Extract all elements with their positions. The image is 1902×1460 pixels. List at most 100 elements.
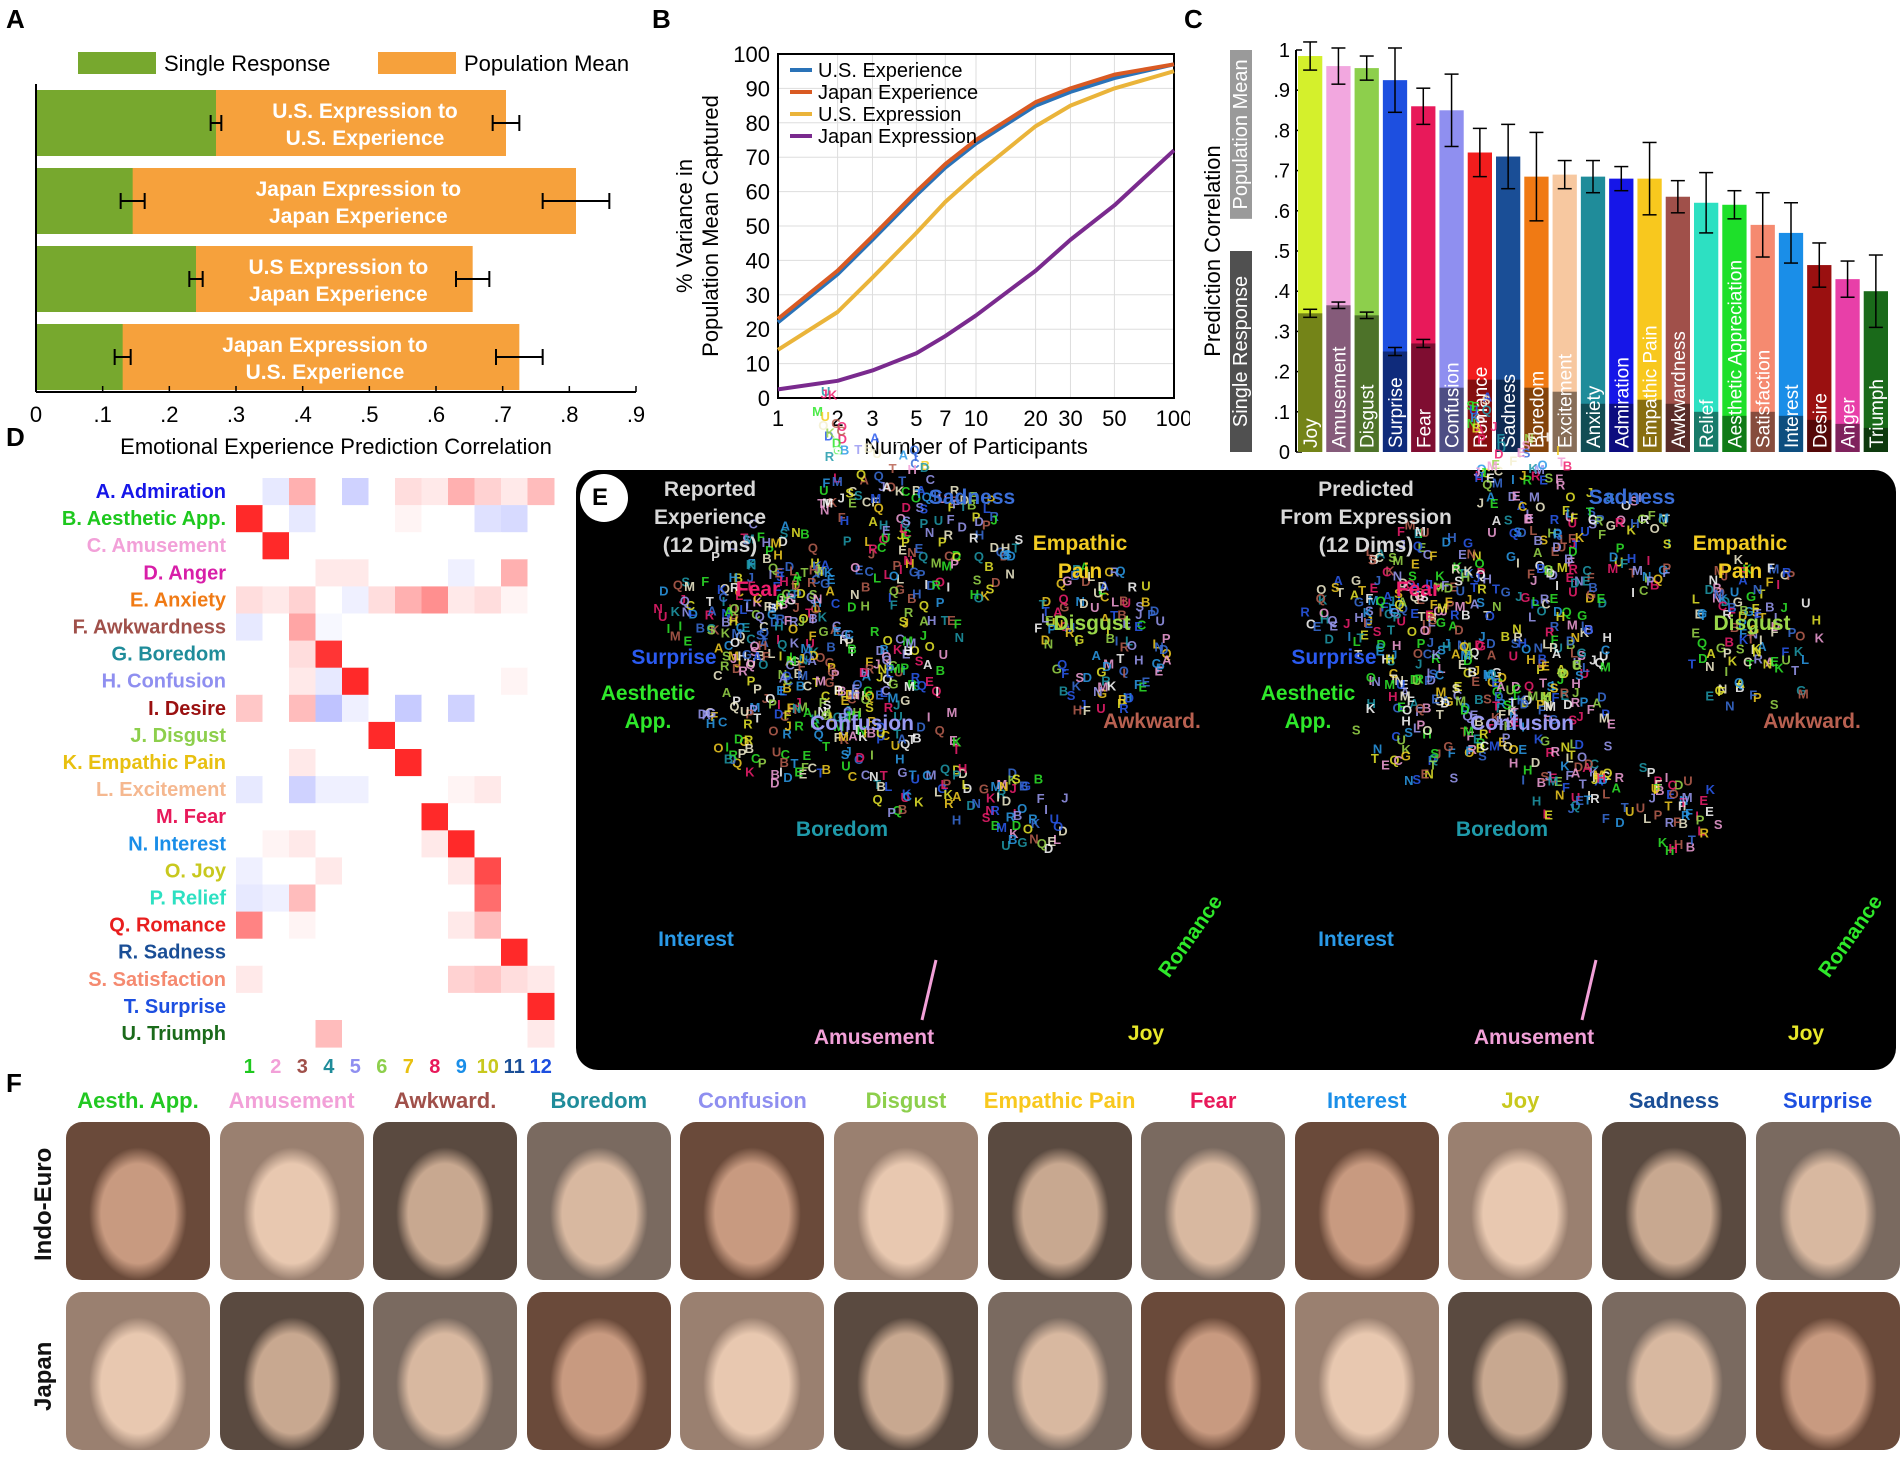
heatmap-cell (262, 776, 290, 804)
face-column-header: Aesth. App. (77, 1088, 199, 1113)
scatter-point: U (1397, 732, 1406, 747)
legend-swatch-single (78, 52, 156, 74)
bar-label-wrap: Joy (1301, 418, 1322, 448)
face-column-header: Interest (1327, 1088, 1407, 1113)
scatter-point: H (1812, 613, 1821, 628)
scatter-point: G (1351, 573, 1361, 588)
scatter-point: N (792, 701, 801, 716)
scatter-point: K (1575, 530, 1585, 545)
scatter-point: B (1564, 551, 1573, 566)
heatmap-cell (448, 749, 475, 777)
scatter-point: M (832, 474, 843, 489)
bar-category-label: Romance (1471, 367, 1492, 448)
scatter-point: K (1470, 410, 1480, 425)
face-photo (1602, 1122, 1746, 1280)
scatter-point: E (1541, 658, 1550, 673)
face-photo (987, 1122, 1132, 1280)
scatter-point: E (833, 624, 842, 639)
scatter-point: J (838, 491, 845, 506)
scatter-point: F (1648, 508, 1656, 523)
heatmap-cell (395, 640, 422, 669)
scatter-point: H (952, 813, 961, 828)
scatter-point: P (887, 805, 896, 820)
scatter-point: C (1588, 512, 1598, 527)
scatter-point: J (821, 386, 828, 401)
scatter-point: D (734, 731, 743, 746)
scatter-point: H (1540, 429, 1549, 444)
scatter-point: K (824, 565, 834, 580)
bar-single (1807, 419, 1832, 452)
heatmap-cell (342, 559, 369, 587)
scatter-point: R (969, 530, 979, 545)
bar-category-label: Amusement (1329, 346, 1350, 448)
scatter-point: D (1125, 691, 1134, 706)
face-photo (373, 1122, 518, 1280)
x-tick-label: .1 (93, 402, 111, 427)
y-axis-label: Population Mean Captured (698, 95, 723, 357)
heatmap-cell (527, 830, 555, 858)
bar-category-label: Anxiety (1584, 385, 1605, 448)
scatter-point: L (1692, 592, 1700, 607)
scatter-point: O (1366, 670, 1376, 685)
scatter-point: O (1413, 646, 1423, 661)
scatter-point: K (914, 794, 924, 809)
bar-population (1750, 224, 1775, 452)
bar-category-label: Admiration (1612, 357, 1633, 448)
x-tick-label: .8 (560, 402, 578, 427)
scatter-point: Q (1413, 538, 1423, 553)
scatter-point: B (696, 621, 705, 636)
x-tick-label: 20 (1023, 406, 1047, 431)
scatter-point: H (1442, 639, 1451, 654)
scatter-point: L (873, 570, 881, 585)
scatter-point: B (984, 559, 993, 574)
bar-label-wrap: Excitement (1556, 353, 1577, 448)
y-tick-label: 30 (746, 283, 770, 308)
embedding-label: App. (625, 710, 672, 733)
scatter-point: Q (874, 468, 884, 483)
scatter-point: Q (889, 583, 899, 598)
face-photo (1448, 1122, 1593, 1280)
scatter-point: D (659, 583, 668, 598)
scatter-point: D (1597, 689, 1606, 704)
scatter-point: U (1651, 781, 1660, 796)
scatter-point: S (1373, 624, 1382, 639)
legend-label: Japan Expression (818, 126, 977, 148)
scatter-point: P (952, 767, 961, 782)
scatter-point: O (768, 724, 778, 739)
scatter-point: J (1519, 468, 1526, 483)
embedding-label: Confusion (810, 712, 914, 735)
heatmap-cell (368, 694, 396, 723)
heatmap-cell (289, 911, 316, 940)
bar-single (36, 90, 216, 156)
scatter-point: O (1319, 606, 1329, 621)
scatter-point: C (1393, 753, 1403, 768)
scatter-point: D (1574, 737, 1583, 752)
scatter-point: S (854, 488, 863, 503)
face-photo (526, 1292, 671, 1450)
bar-single (1637, 399, 1662, 452)
bar-category-label: Disgust (1358, 384, 1379, 448)
heatmap-cell (289, 640, 316, 669)
scatter-point: S (1429, 612, 1438, 627)
heatmap-cell (368, 613, 396, 642)
group-label-single-wrap: Single Response (1230, 276, 1252, 427)
scatter-point: G (897, 765, 907, 780)
bar-single (1722, 415, 1747, 452)
scatter-point: P (900, 661, 909, 676)
scatter-point: D (1012, 818, 1021, 833)
scatter-point: E (1411, 556, 1420, 571)
scatter-point: B (898, 802, 907, 817)
scatter-point: S (1449, 771, 1458, 786)
face-column-header: Empathic Pain (983, 1088, 1136, 1113)
scatter-point: U (1801, 595, 1810, 610)
heatmap-cell (236, 884, 263, 913)
scatter-point: H (840, 513, 849, 528)
scatter-point: T (1492, 581, 1500, 596)
y-tick-label: 0 (1279, 442, 1290, 464)
scatter-point: U (1730, 585, 1739, 600)
embedding-title: Experience (654, 506, 766, 529)
heatmap-cell (474, 830, 502, 858)
face-photo (1294, 1292, 1439, 1450)
scatter-point: H (1602, 630, 1611, 645)
scatter-point: J (1515, 589, 1522, 604)
